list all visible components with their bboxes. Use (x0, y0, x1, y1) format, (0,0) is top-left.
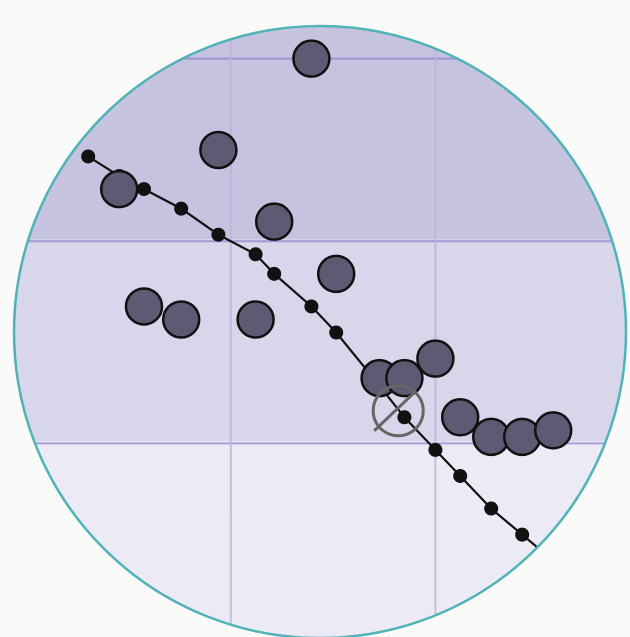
trend-dot (267, 266, 282, 281)
data-point (99, 169, 139, 209)
target-marker-slash (373, 389, 418, 432)
data-point (292, 39, 331, 78)
data-point (385, 358, 424, 398)
trend-line (87, 155, 554, 562)
trend-dot (174, 201, 189, 216)
trend-dot (211, 227, 226, 242)
data-point (199, 130, 238, 170)
trend-dot (428, 442, 443, 457)
trend-dot (484, 501, 499, 516)
data-point (236, 300, 275, 339)
trend-dot (515, 527, 530, 542)
data-point (502, 417, 542, 457)
trend-dot (248, 247, 263, 262)
data-point (533, 411, 573, 450)
data-point (416, 339, 455, 378)
data-point (254, 202, 294, 241)
band-top (14, 26, 626, 244)
trend-dot (453, 468, 468, 483)
trend-dot (137, 182, 151, 197)
target-marker-group (371, 384, 425, 438)
target-marker-ring (371, 384, 425, 438)
trend-dot (329, 325, 344, 340)
data-point (124, 287, 164, 326)
trend-dot (546, 553, 561, 568)
trend-dot (397, 410, 412, 425)
trend-dot (81, 149, 96, 164)
data-point (440, 398, 480, 437)
lens-border (12, 24, 628, 637)
data-point (316, 254, 356, 294)
trend-dot (304, 299, 319, 314)
band-middle (14, 239, 626, 446)
data-point (161, 300, 201, 339)
